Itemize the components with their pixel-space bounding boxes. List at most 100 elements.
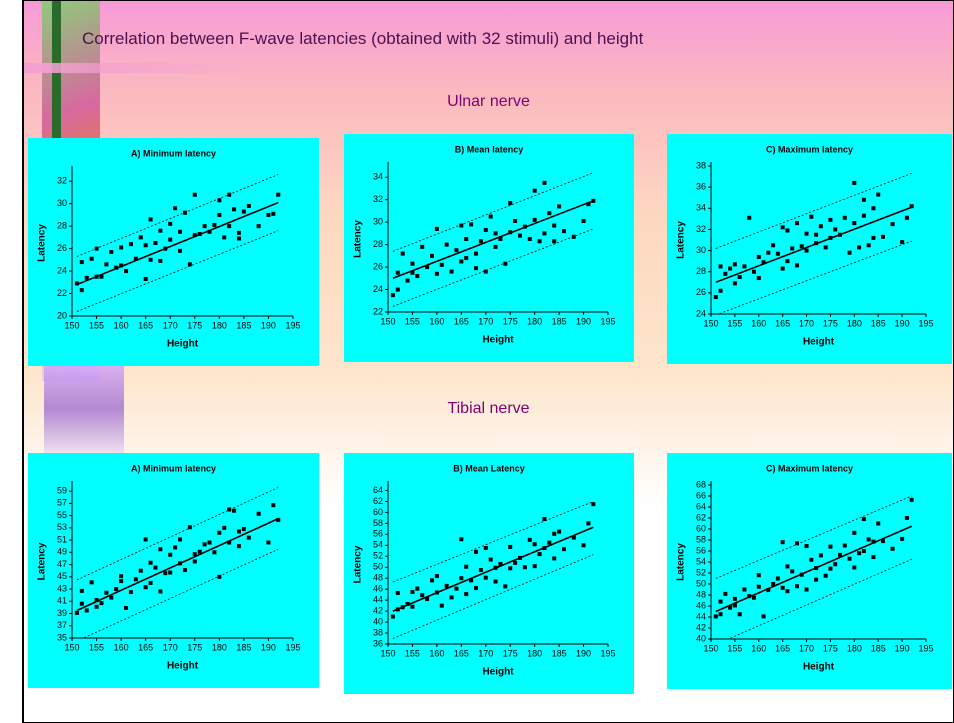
point bbox=[99, 275, 103, 279]
point bbox=[757, 276, 761, 280]
x-tick-label: 165 bbox=[454, 648, 469, 658]
prediction-band bbox=[77, 549, 278, 641]
point bbox=[149, 217, 153, 221]
y-tick-label: 52 bbox=[373, 551, 383, 561]
point bbox=[144, 585, 148, 589]
x-tick-label: 175 bbox=[187, 320, 202, 330]
point bbox=[203, 542, 207, 546]
y-tick-label: 32 bbox=[57, 176, 67, 186]
point bbox=[582, 543, 586, 547]
prediction-band bbox=[716, 559, 912, 644]
point bbox=[876, 522, 880, 526]
chart-title: C) Maximum latency bbox=[766, 463, 853, 473]
point bbox=[401, 605, 405, 609]
point bbox=[212, 550, 216, 554]
point bbox=[479, 239, 483, 243]
point bbox=[809, 558, 813, 562]
x-axis-label: Height bbox=[803, 662, 835, 673]
x-axis-label: Height bbox=[803, 337, 835, 348]
fit-line bbox=[716, 526, 912, 611]
point bbox=[227, 224, 231, 228]
x-tick-label: 155 bbox=[405, 648, 420, 658]
point bbox=[459, 576, 463, 580]
point bbox=[129, 590, 133, 594]
x-tick-label: 170 bbox=[799, 643, 814, 653]
point bbox=[119, 245, 123, 249]
point bbox=[776, 577, 780, 581]
point bbox=[900, 537, 904, 541]
point bbox=[242, 210, 246, 214]
y-tick-label: 20 bbox=[57, 310, 67, 320]
point bbox=[153, 566, 157, 570]
point bbox=[396, 288, 400, 292]
point bbox=[464, 237, 468, 241]
y-tick-label: 39 bbox=[57, 608, 67, 618]
y-tick-label: 62 bbox=[373, 496, 383, 506]
point bbox=[862, 549, 866, 553]
point bbox=[158, 547, 162, 551]
point bbox=[857, 245, 861, 249]
point bbox=[469, 578, 473, 582]
point bbox=[785, 259, 789, 263]
point bbox=[484, 576, 488, 580]
point bbox=[168, 553, 172, 557]
point bbox=[479, 568, 483, 572]
x-tick-label: 170 bbox=[799, 318, 814, 328]
y-tick-label: 30 bbox=[57, 198, 67, 208]
chart-title: B) Mean Latency bbox=[453, 463, 525, 473]
point bbox=[766, 588, 770, 592]
x-tick-label: 180 bbox=[527, 316, 542, 326]
y-axis-label: Latency bbox=[353, 220, 364, 258]
point bbox=[852, 531, 856, 535]
point bbox=[557, 530, 561, 534]
y-tick-label: 49 bbox=[57, 547, 67, 557]
point bbox=[771, 582, 775, 586]
point bbox=[217, 531, 221, 535]
x-tick-label: 160 bbox=[751, 318, 766, 328]
y-tick-label: 22 bbox=[57, 288, 67, 298]
y-tick-label: 48 bbox=[696, 589, 706, 599]
point bbox=[420, 245, 424, 249]
x-tick-label: 180 bbox=[847, 643, 862, 653]
y-tick-label: 35 bbox=[57, 632, 67, 642]
y-tick-label: 54 bbox=[373, 540, 383, 550]
point bbox=[80, 288, 84, 292]
point bbox=[891, 547, 895, 551]
x-tick-label: 165 bbox=[454, 316, 469, 326]
point bbox=[271, 503, 275, 507]
point bbox=[114, 587, 118, 591]
point bbox=[80, 589, 84, 593]
x-tick-label: 195 bbox=[918, 643, 933, 653]
point bbox=[757, 573, 761, 577]
point bbox=[508, 566, 512, 570]
point bbox=[178, 537, 182, 541]
point bbox=[805, 588, 809, 592]
point bbox=[900, 240, 904, 244]
point bbox=[95, 247, 99, 251]
point bbox=[523, 225, 527, 229]
y-tick-label: 60 bbox=[696, 523, 706, 533]
point bbox=[800, 244, 804, 248]
y-tick-label: 26 bbox=[57, 243, 67, 253]
point bbox=[814, 578, 818, 582]
point bbox=[391, 293, 395, 297]
point bbox=[95, 275, 99, 279]
point bbox=[781, 267, 785, 271]
chart-panel: B) Mean latencyHeightLatency222426283032… bbox=[344, 134, 634, 362]
y-tick-label: 24 bbox=[696, 308, 706, 318]
x-tick-label: 160 bbox=[114, 642, 129, 652]
point bbox=[738, 275, 742, 279]
point bbox=[800, 573, 804, 577]
point bbox=[119, 579, 123, 583]
point bbox=[454, 587, 458, 591]
point bbox=[533, 564, 537, 568]
y-tick-label: 22 bbox=[373, 306, 383, 316]
point bbox=[489, 558, 493, 562]
point bbox=[533, 218, 537, 222]
point bbox=[547, 211, 551, 215]
point bbox=[828, 236, 832, 240]
y-tick-label: 37 bbox=[57, 620, 67, 630]
point bbox=[484, 270, 488, 274]
